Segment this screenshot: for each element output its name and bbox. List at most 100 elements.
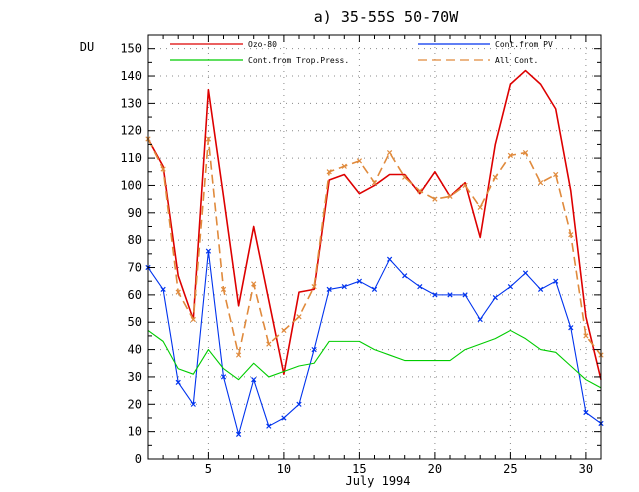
data-point <box>583 333 589 339</box>
y-tick-label: 100 <box>120 178 142 192</box>
data-point <box>537 180 544 186</box>
data-point <box>341 163 347 169</box>
grid <box>148 35 601 459</box>
series-2 <box>145 248 604 438</box>
data-point <box>553 278 559 284</box>
data-point <box>326 169 332 175</box>
plot-frame <box>147 34 602 460</box>
data-point <box>190 401 196 407</box>
data-point <box>553 171 559 178</box>
y-tick-label: 70 <box>128 261 142 275</box>
y-tick-label: 90 <box>128 206 142 220</box>
data-point <box>568 325 574 331</box>
data-point <box>266 423 272 429</box>
data-point <box>402 273 408 279</box>
data-point <box>477 316 483 323</box>
legend: Ozo-80 Cont.from PV Cont.from Trop.Press. A… <box>170 40 553 65</box>
legend-label: Cont.from Trop.Press. <box>248 56 349 65</box>
data-point <box>341 284 347 290</box>
data-point <box>220 374 227 380</box>
data-point <box>205 136 212 142</box>
x-tick-label: 25 <box>503 462 517 476</box>
data-point <box>266 341 272 347</box>
data-point <box>462 182 468 189</box>
data-point <box>371 286 378 293</box>
series-line <box>147 250 602 435</box>
series-line <box>147 138 602 356</box>
data-point <box>296 401 302 407</box>
data-point <box>356 278 363 284</box>
y-tick-label: 50 <box>128 315 142 329</box>
data-point <box>175 379 181 386</box>
series-line <box>147 69 602 380</box>
series-line <box>147 329 602 389</box>
data-point <box>371 180 378 186</box>
data-point <box>492 174 498 180</box>
y-tick-label: 60 <box>128 288 142 302</box>
data-point <box>311 346 317 353</box>
data-point <box>417 188 423 194</box>
data-point <box>311 284 317 290</box>
data-point <box>386 150 393 156</box>
legend-label: All Cont. <box>495 56 538 65</box>
y-tick-label: 20 <box>128 397 142 411</box>
data-point <box>537 286 544 293</box>
data-point <box>160 166 166 172</box>
data-point <box>175 289 181 295</box>
data-point <box>432 292 438 298</box>
y-tick-label: 110 <box>120 151 142 165</box>
x-tick-label: 15 <box>352 462 366 476</box>
x-axis-label: July 1994 <box>345 474 410 488</box>
data-point <box>160 286 166 293</box>
y-tick-label: 10 <box>128 425 142 439</box>
data-point <box>477 204 483 210</box>
x-tick-label: 5 <box>205 462 212 476</box>
y-tick-label: 140 <box>120 69 142 83</box>
series-1 <box>147 69 602 380</box>
chart-title: a) 35-55S 50-70W <box>314 8 459 26</box>
data-point <box>251 281 257 287</box>
data-point <box>386 256 393 262</box>
data-point <box>462 292 468 298</box>
data-point <box>492 294 498 301</box>
series-layer <box>145 69 604 438</box>
data-point <box>432 196 438 202</box>
data-point <box>326 286 332 293</box>
y-tick-label: 0 <box>135 452 142 466</box>
legend-label: Ozo-80 <box>248 40 277 49</box>
data-point <box>220 286 227 293</box>
data-point <box>507 152 514 158</box>
data-point <box>251 377 257 383</box>
y-tick-label: 40 <box>128 343 142 357</box>
series-4 <box>145 136 604 358</box>
series-3 <box>147 329 602 389</box>
data-point <box>281 415 287 421</box>
data-point <box>522 150 529 156</box>
data-point <box>356 158 363 164</box>
data-point <box>205 248 212 254</box>
data-point <box>235 431 242 438</box>
x-tick-label: 30 <box>579 462 593 476</box>
data-point <box>507 284 514 290</box>
legend-label: Cont.from PV <box>495 40 553 49</box>
data-point <box>235 352 242 358</box>
y-tick-label: 120 <box>120 124 142 138</box>
y-tick-label: 80 <box>128 233 142 247</box>
y-tick-label: 150 <box>120 42 142 56</box>
data-point <box>281 327 287 334</box>
data-point <box>447 292 453 298</box>
data-point <box>402 174 408 180</box>
data-point <box>296 314 302 320</box>
data-point <box>417 284 423 290</box>
data-point <box>190 316 196 323</box>
data-point <box>522 270 529 276</box>
data-point <box>583 409 589 416</box>
y-tick-label: 130 <box>120 96 142 110</box>
x-tick-label: 20 <box>428 462 442 476</box>
x-tick-label: 10 <box>277 462 291 476</box>
data-point <box>447 193 453 200</box>
y-axis-label: DU <box>80 40 94 54</box>
y-tick-label: 30 <box>128 370 142 384</box>
axes: 5 10 15 20 25 30 0 10 20 30 40 50 60 70 80 90 100 110 120 1… <box>120 34 602 476</box>
